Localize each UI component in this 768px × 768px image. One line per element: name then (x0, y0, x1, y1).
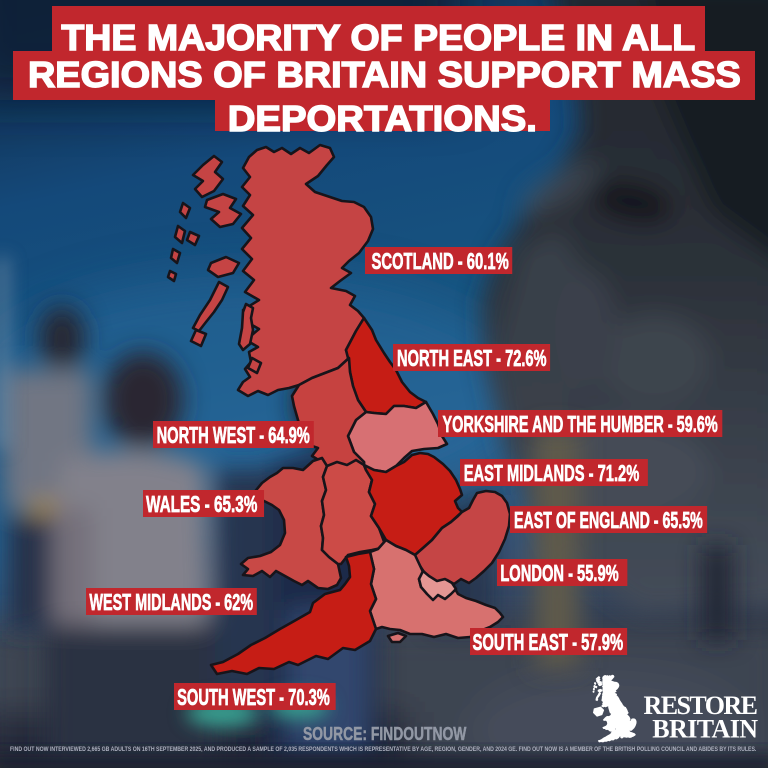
svg-text:RESTORE: RESTORE (644, 691, 759, 720)
svg-text:BRITAIN: BRITAIN (652, 715, 758, 744)
